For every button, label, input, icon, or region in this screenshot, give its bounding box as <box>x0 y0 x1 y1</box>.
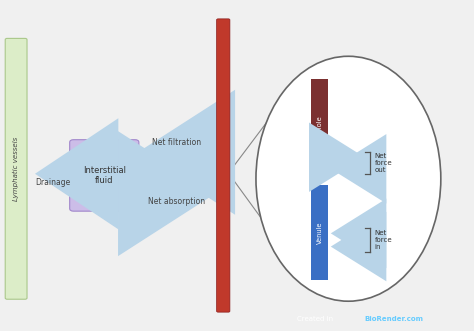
Ellipse shape <box>256 56 441 301</box>
Text: Net filtration: Net filtration <box>152 138 201 147</box>
Text: Net absorption: Net absorption <box>148 197 205 207</box>
Text: Venule: Venule <box>317 221 322 244</box>
Text: BioRender.com: BioRender.com <box>365 315 424 322</box>
Bar <box>311 185 328 280</box>
Text: Capillary: Capillary <box>220 148 226 183</box>
Text: Lymphatic vessels: Lymphatic vessels <box>13 137 19 201</box>
FancyBboxPatch shape <box>5 38 27 299</box>
Text: Arteriole: Arteriole <box>317 116 322 144</box>
Text: Net
force
out: Net force out <box>374 153 392 173</box>
FancyBboxPatch shape <box>217 19 230 312</box>
Bar <box>311 79 328 180</box>
FancyBboxPatch shape <box>70 140 139 211</box>
Text: Net
force
in: Net force in <box>374 230 392 250</box>
Text: Drainage: Drainage <box>36 177 71 187</box>
Text: Created in: Created in <box>297 315 335 322</box>
Text: Interstitial
fluid: Interstitial fluid <box>83 166 126 185</box>
